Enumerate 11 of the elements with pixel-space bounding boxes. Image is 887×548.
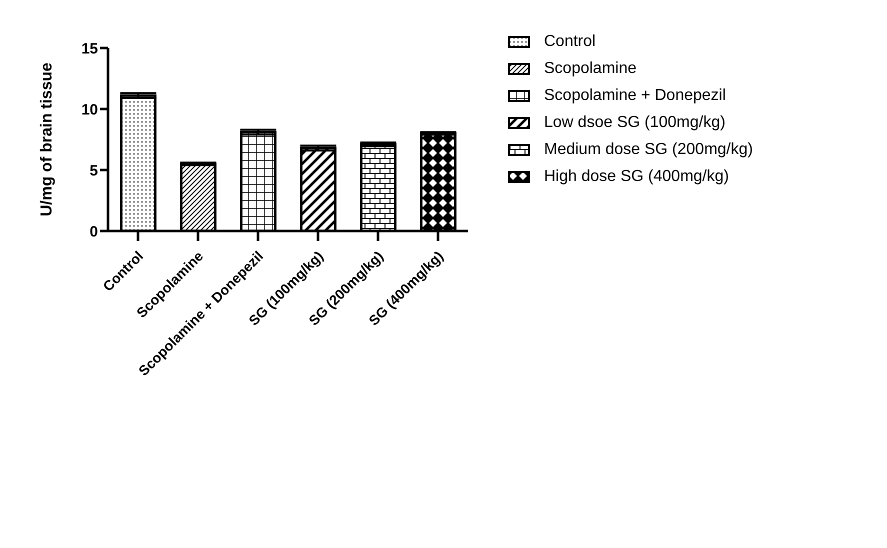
legend-label: Scopolamine + Donepezil bbox=[544, 86, 726, 104]
legend-label: Control bbox=[544, 32, 596, 50]
y-tick-label: 10 bbox=[81, 101, 98, 118]
y-tick-label: 0 bbox=[90, 223, 98, 240]
legend-label: Medium dose SG (200mg/kg) bbox=[544, 140, 753, 158]
legend-label: Low dsoe SG (100mg/kg) bbox=[544, 114, 726, 132]
y-tick-label: 15 bbox=[81, 40, 98, 58]
y-tick-label: 5 bbox=[90, 162, 98, 180]
legend-label: Scopolamine bbox=[544, 60, 636, 78]
y-axis-title: U/mg of brain tissue bbox=[38, 62, 56, 216]
legend-label: High dose SG (400mg/kg) bbox=[544, 168, 729, 186]
